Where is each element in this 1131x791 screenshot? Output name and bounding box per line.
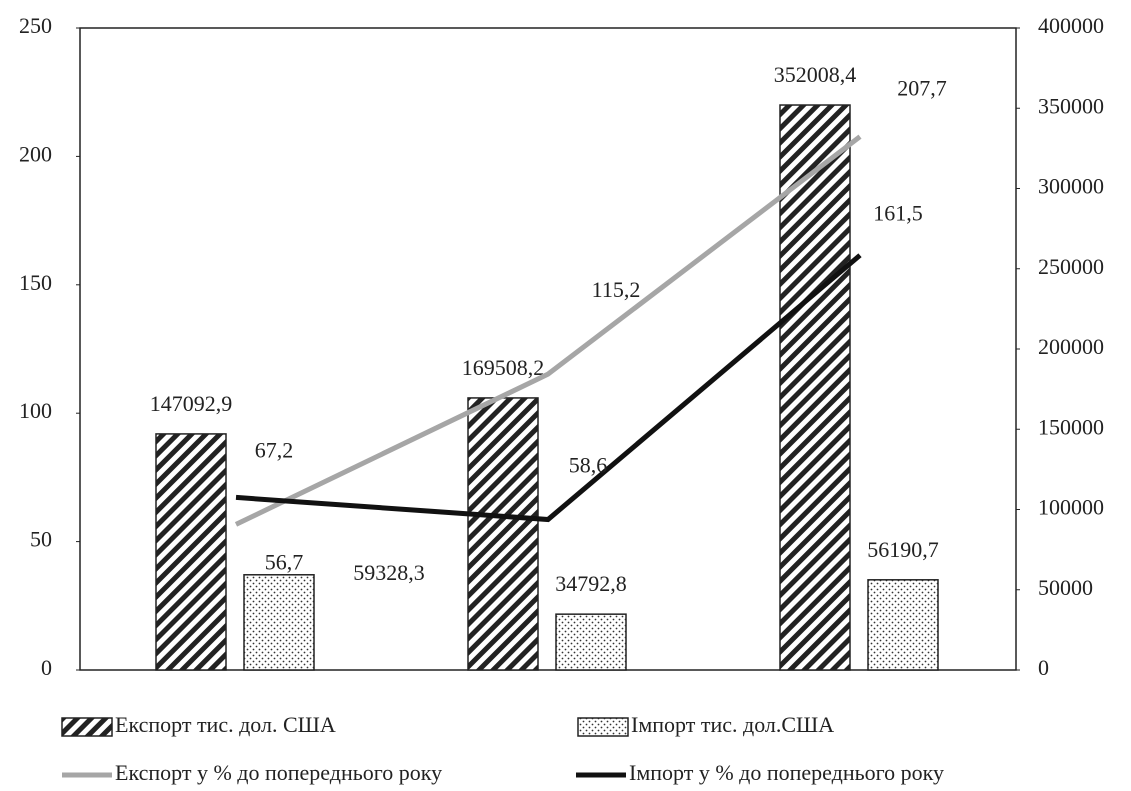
data-label: 352008,4 [774,62,857,87]
y-tick-label: 200 [19,141,52,166]
data-label: 56,7 [265,549,304,574]
y2-tick-label: 150000 [1038,414,1104,439]
data-label: 169508,2 [462,355,545,380]
y2-tick-label: 300000 [1038,174,1104,199]
y2-tick-label: 400000 [1038,13,1104,38]
legend-label: Імпорт у % до попереднього року [629,760,944,785]
line [235,253,862,523]
legend-label: Експорт у % до попереднього року [115,760,442,785]
y2-tick-label: 200000 [1038,334,1104,359]
data-label: 115,2 [592,277,641,302]
y2-tick-label: 350000 [1038,93,1104,118]
bar [467,397,539,671]
data-label: 58,6 [569,453,608,478]
data-label: 34792,8 [555,571,627,596]
y-tick-label: 0 [41,655,52,680]
bar [155,433,227,671]
y-tick-label: 50 [30,527,52,552]
y2-tick-label: 50000 [1038,575,1093,600]
legend-swatch [61,717,113,737]
data-label: 147092,9 [150,391,233,416]
line [234,134,862,527]
data-label: 67,2 [255,437,294,462]
y-tick-label: 100 [19,398,52,423]
data-label: 161,5 [873,200,923,225]
legend-label: Імпорт тис. дол.США [631,712,834,737]
legend-label: Експорт тис. дол. США [115,712,336,737]
legend-swatch [577,717,629,737]
bar [779,104,851,671]
data-label: 207,7 [897,76,947,101]
y2-tick-label: 100000 [1038,495,1104,520]
y-tick-label: 250 [19,13,52,38]
y-tick-label: 150 [19,270,52,295]
y2-tick-label: 250000 [1038,254,1104,279]
bar [555,613,627,671]
y2-tick-label: 0 [1038,655,1049,680]
bar [243,574,315,671]
data-label: 59328,3 [353,560,425,585]
data-label: 56190,7 [867,537,939,562]
bar [867,579,939,671]
